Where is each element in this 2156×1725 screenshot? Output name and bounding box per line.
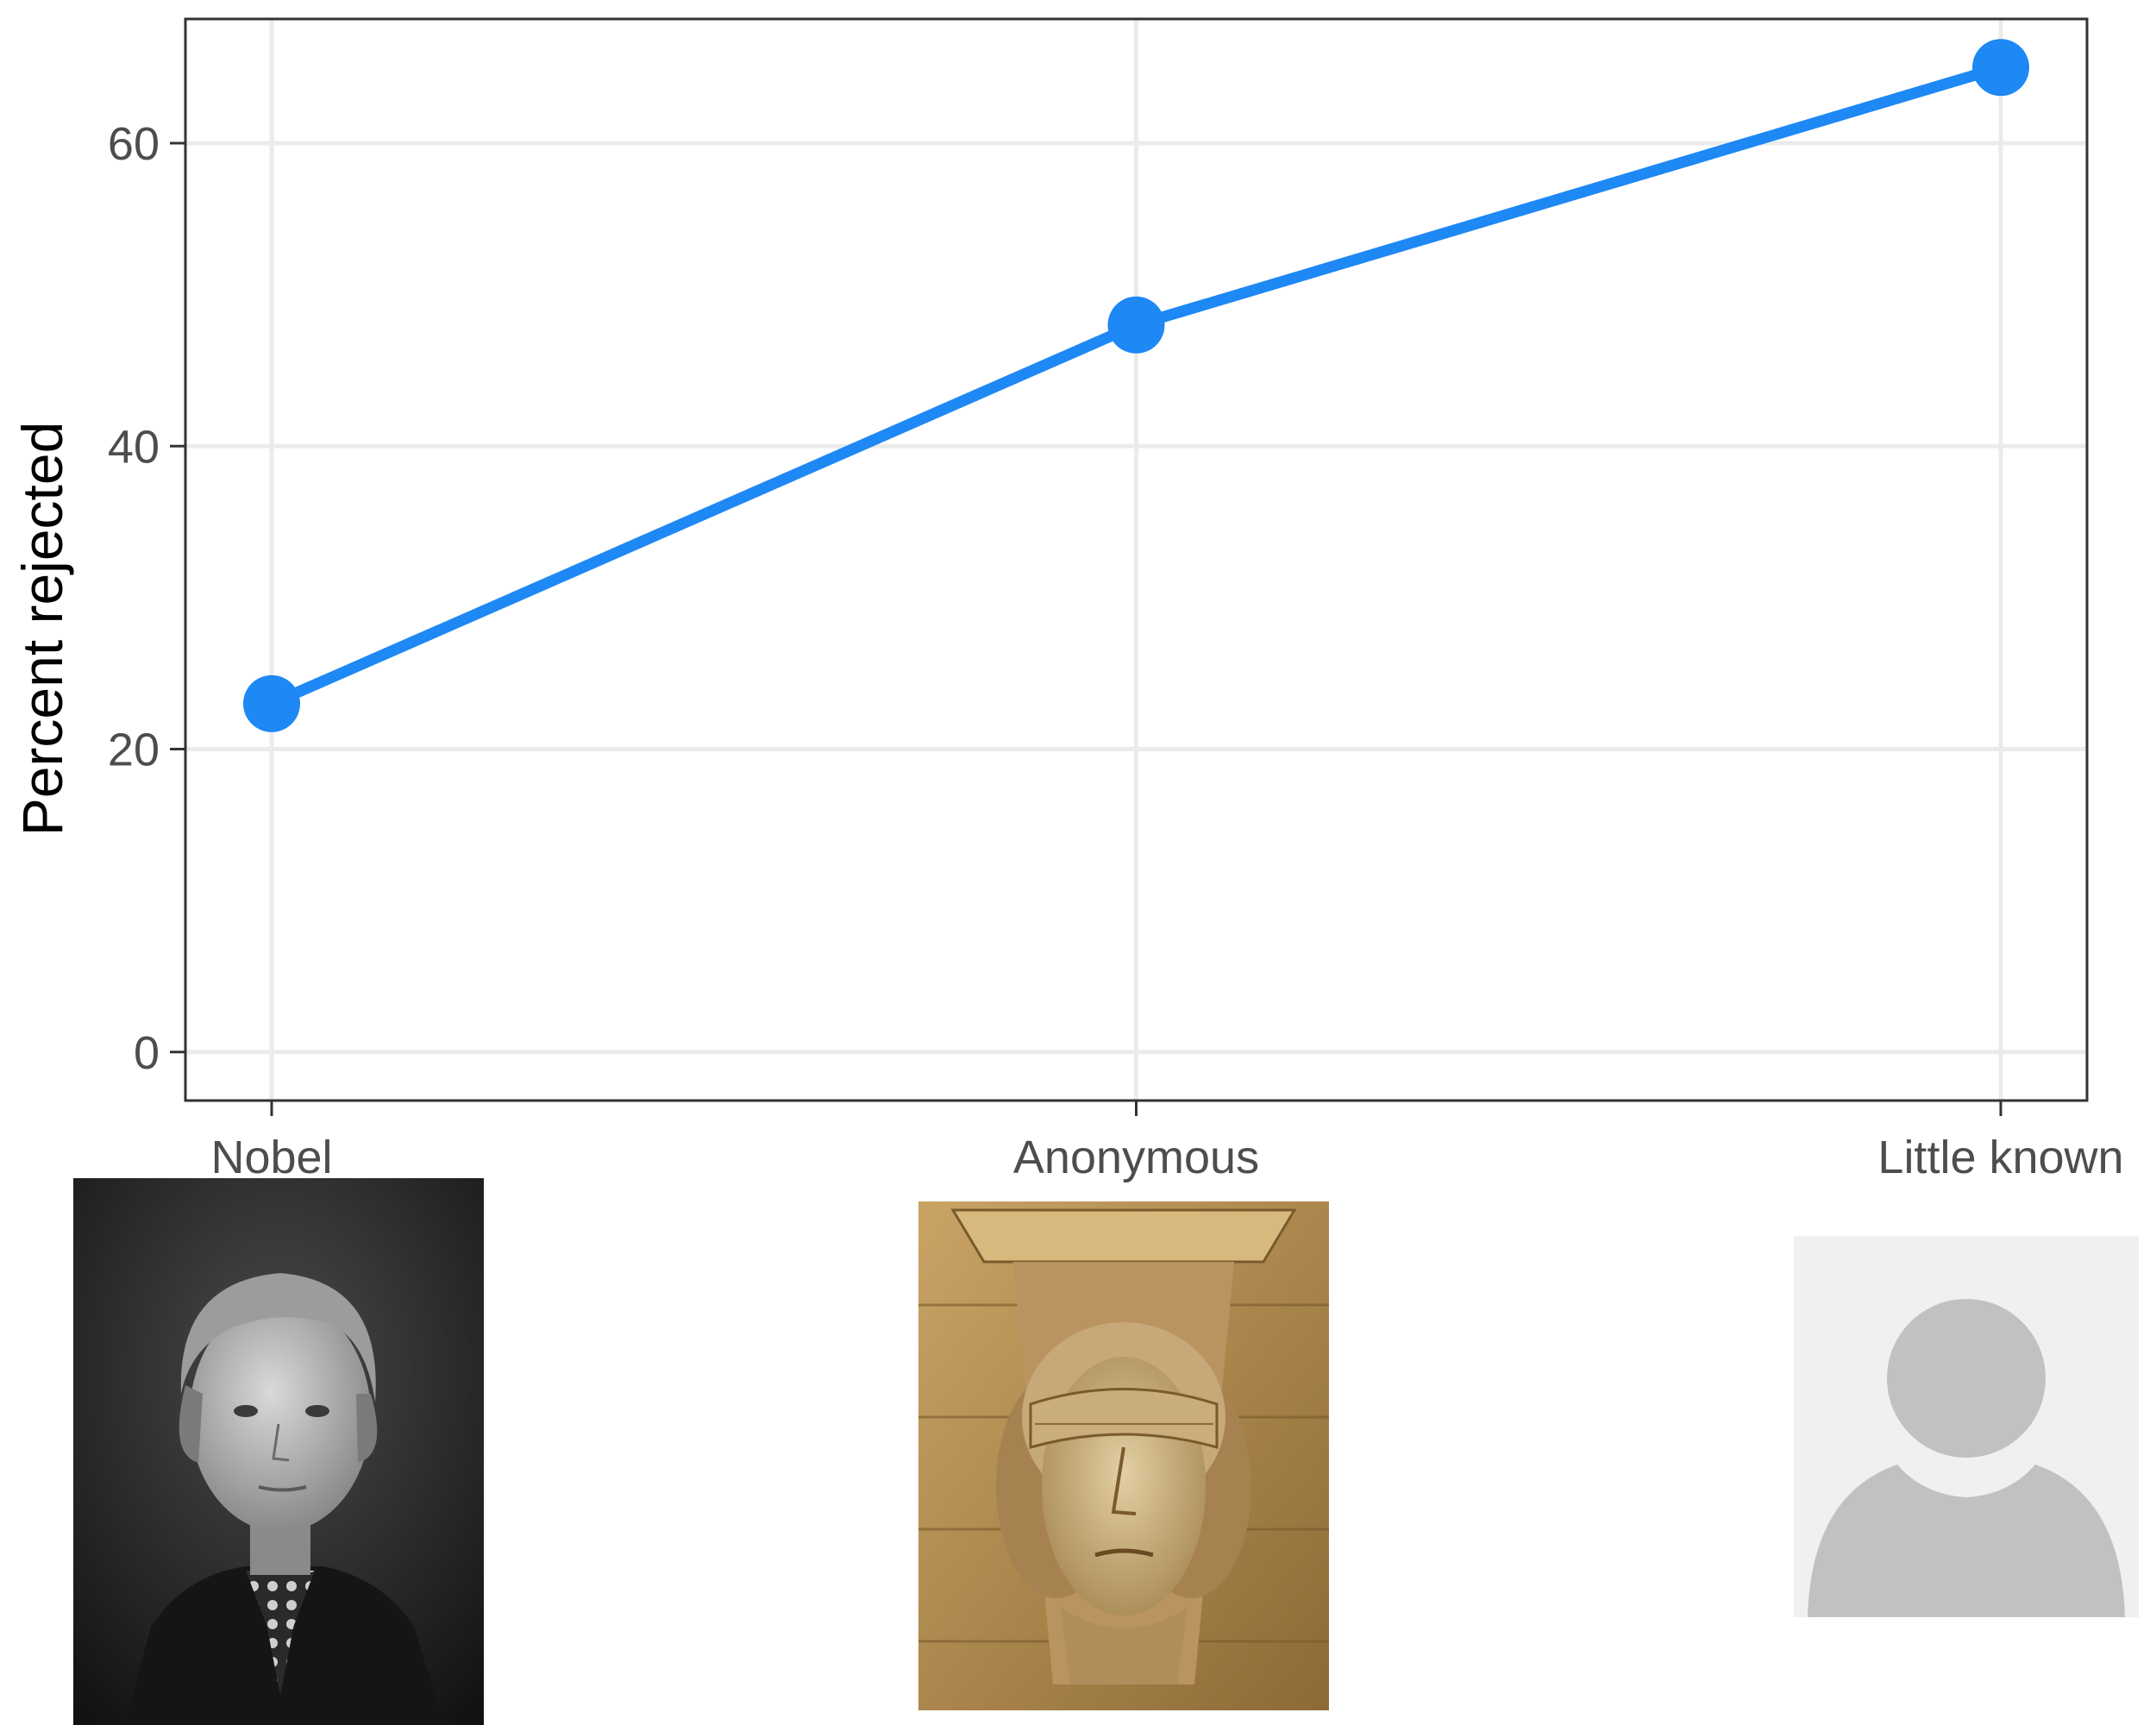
black-and-white-portrait-photo-icon [73,1178,484,1725]
series-percent-rejected [243,39,2029,732]
x-tick-label: Anonymous [1013,1132,1259,1183]
axes: 0 20 40 60 Nobel Anonymous Little known [108,118,2124,1183]
portrait-photo-anonymous [918,1201,1329,1710]
data-point [1107,296,1165,354]
grid-lines [185,19,2087,1101]
x-tick-label: Little known [1877,1132,2123,1183]
y-tick-label: 20 [108,724,160,776]
portrait-avatar-little-known [1794,1236,2139,1617]
blindfolded-stone-justice-head-photo-icon [918,1201,1329,1710]
y-tick-label: 40 [108,421,160,473]
data-point [243,674,300,732]
y-tick-label: 60 [108,118,160,170]
portrait-photo-nobel [73,1178,484,1725]
y-axis-title: Percent rejected [10,422,74,837]
default-user-avatar-icon [1794,1236,2139,1617]
x-tick-label: Nobel [210,1132,332,1183]
y-tick-label: 0 [134,1027,160,1079]
data-point [1972,39,2029,97]
